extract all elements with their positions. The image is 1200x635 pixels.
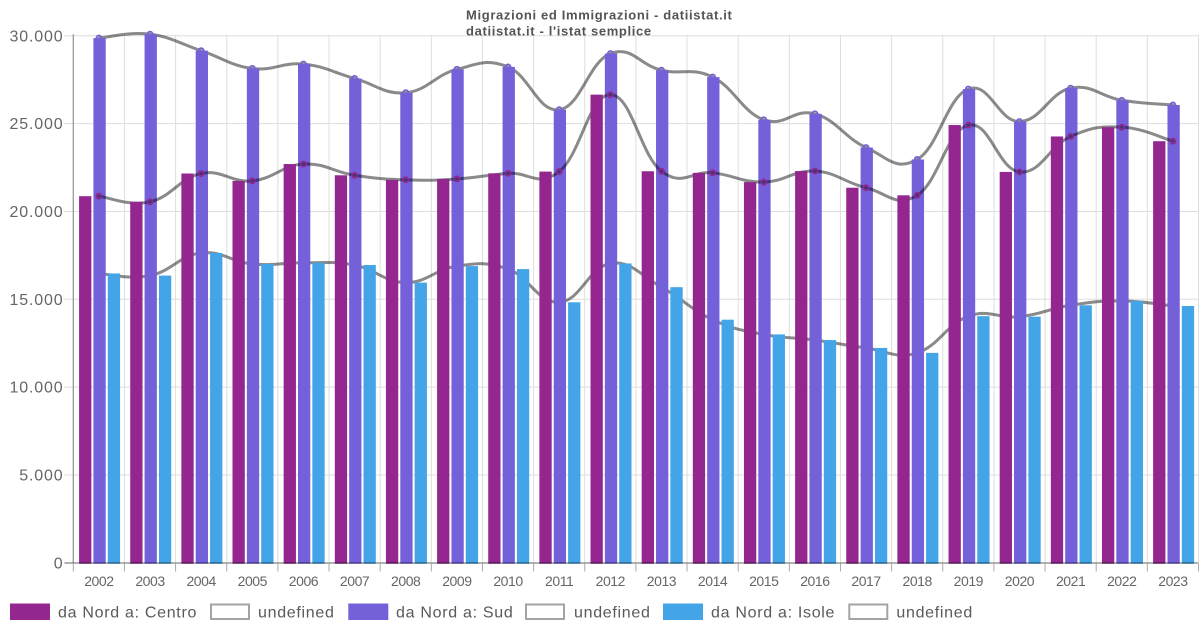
- svg-text:da Nord a: Isole: da Nord a: Isole: [711, 605, 835, 622]
- svg-text:15.000: 15.000: [9, 292, 63, 309]
- svg-text:datiistat.it - l'istat semplic: datiistat.it - l'istat semplice: [466, 24, 652, 39]
- svg-text:2017: 2017: [851, 573, 881, 589]
- svg-text:30.000: 30.000: [9, 28, 63, 45]
- svg-text:da Nord a: Sud: da Nord a: Sud: [396, 605, 513, 622]
- svg-text:2023: 2023: [1158, 573, 1188, 589]
- svg-text:2019: 2019: [954, 573, 984, 589]
- svg-text:10.000: 10.000: [9, 380, 63, 397]
- svg-text:2003: 2003: [135, 573, 165, 589]
- svg-text:2004: 2004: [186, 573, 216, 589]
- svg-text:undefined: undefined: [258, 605, 335, 622]
- svg-text:2010: 2010: [493, 573, 523, 589]
- svg-text:2022: 2022: [1107, 573, 1137, 589]
- svg-text:2021: 2021: [1056, 573, 1086, 589]
- svg-text:2011: 2011: [545, 573, 574, 589]
- svg-text:2015: 2015: [749, 573, 779, 589]
- svg-text:2006: 2006: [289, 573, 319, 589]
- svg-text:2002: 2002: [84, 573, 114, 589]
- svg-text:undefined: undefined: [574, 605, 651, 622]
- svg-text:da Nord a: Centro: da Nord a: Centro: [58, 605, 197, 622]
- svg-text:2016: 2016: [800, 573, 830, 589]
- svg-text:0: 0: [54, 555, 64, 572]
- svg-text:2018: 2018: [903, 573, 933, 589]
- svg-text:2020: 2020: [1005, 573, 1035, 589]
- svg-text:2005: 2005: [238, 573, 268, 589]
- svg-text:5.000: 5.000: [19, 467, 63, 484]
- svg-text:2014: 2014: [698, 573, 728, 589]
- svg-text:2013: 2013: [647, 573, 677, 589]
- svg-text:2012: 2012: [596, 573, 626, 589]
- svg-text:2009: 2009: [442, 573, 472, 589]
- svg-text:Migrazioni ed Immigrazioni - d: Migrazioni ed Immigrazioni - datiistat.i…: [466, 8, 732, 23]
- svg-text:2008: 2008: [391, 573, 421, 589]
- svg-text:undefined: undefined: [896, 605, 973, 622]
- svg-text:20.000: 20.000: [9, 204, 63, 221]
- svg-text:2007: 2007: [340, 573, 370, 589]
- svg-text:25.000: 25.000: [9, 116, 63, 133]
